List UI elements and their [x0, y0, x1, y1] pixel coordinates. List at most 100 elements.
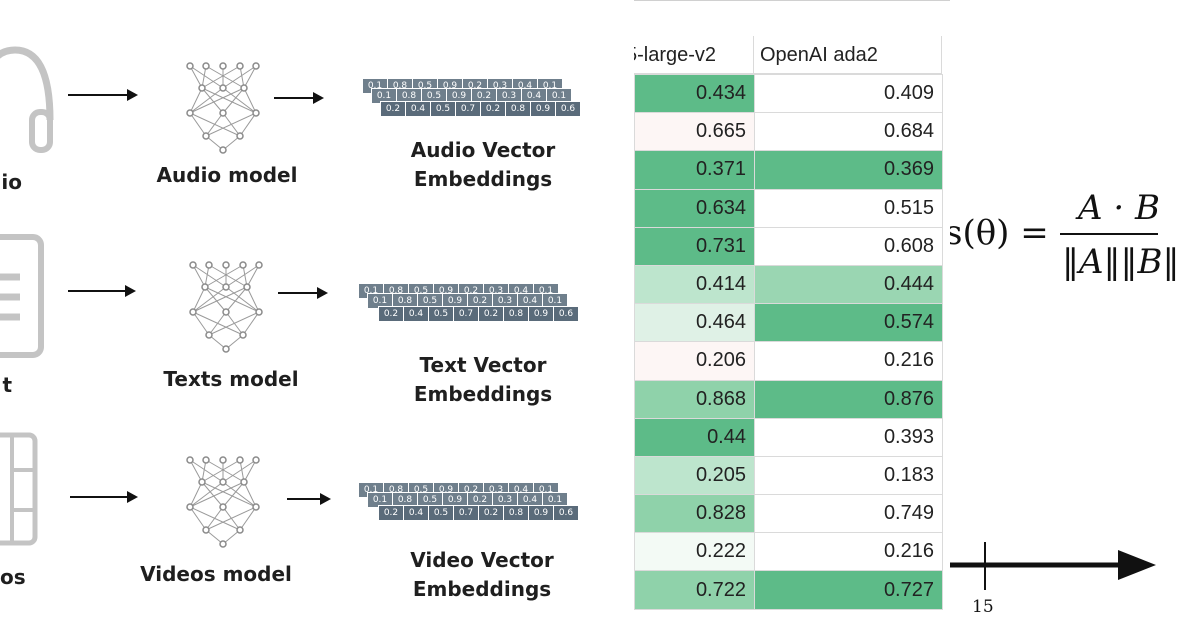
- model-label-text: Texts model: [163, 367, 299, 391]
- embedding-label-audio: Audio Vector Embeddings: [373, 136, 593, 194]
- vector-value: 0.7: [454, 307, 478, 321]
- cell-ada2-score[interactable]: 0.183: [754, 455, 943, 496]
- cell-ada2-score[interactable]: 0.574: [754, 303, 943, 343]
- arrow-icon: [274, 92, 324, 104]
- cell-ada2-score[interactable]: 0.409: [754, 73, 943, 114]
- table-row: 0.464 0.574: [634, 303, 943, 343]
- vector-value: 0.7: [454, 506, 478, 520]
- neural-network-icon: [186, 62, 260, 154]
- vector-value: 0.1: [372, 89, 396, 103]
- vector-value: 0.8: [504, 307, 528, 321]
- vector-value: 0.9: [529, 307, 553, 321]
- source-label-audio: io: [1, 170, 22, 194]
- cell-e5-score[interactable]: 0.665: [634, 112, 755, 152]
- cell-ada2-score[interactable]: 0.684: [754, 112, 943, 152]
- vector-value: 0.1: [547, 89, 571, 103]
- vector-value: 0.3: [493, 294, 517, 308]
- arrow-icon: [68, 285, 136, 297]
- table-row: 0.414 0.444: [634, 264, 943, 305]
- similarity-table: 5-large-v2 OpenAI ada2 0.434 0.409 0.665 0.…: [634, 0, 950, 630]
- cell-ada2-score[interactable]: 0.727: [754, 570, 943, 610]
- vector-embedding-middle: 0.1 0.8 0.5 0.9 0.2 0.3 0.4 0.1: [371, 88, 572, 104]
- vector-value: 0.2: [379, 307, 403, 321]
- column-header-ada2[interactable]: OpenAI ada2: [754, 36, 942, 74]
- video-icon: [0, 432, 38, 546]
- vector-value: 0.5: [429, 307, 453, 321]
- cell-e5-score[interactable]: 0.414: [634, 264, 755, 305]
- cell-ada2-score[interactable]: 0.369: [754, 150, 943, 190]
- embedding-subtitle: Embeddings: [413, 382, 553, 406]
- vector-value: 0.9: [443, 294, 467, 308]
- axis-tick-label: 15: [972, 597, 994, 617]
- vector-value: 0.5: [418, 493, 442, 507]
- table-row: 0.206 0.216: [634, 341, 943, 381]
- cell-e5-score[interactable]: 0.634: [634, 188, 755, 228]
- vector-embedding-front: 0.2 0.4 0.5 0.7 0.2 0.8 0.9 0.6: [378, 306, 579, 322]
- vector-value: 0.1: [368, 493, 392, 507]
- cell-ada2-score[interactable]: 0.749: [754, 494, 943, 534]
- embedding-label-text: Text Vector Embeddings: [373, 351, 593, 409]
- vector-value: 0.4: [518, 294, 542, 308]
- table-row: 0.434 0.409: [634, 73, 943, 114]
- arrow-icon: [70, 491, 138, 503]
- cell-e5-score[interactable]: 0.731: [634, 226, 755, 266]
- table-row: 0.205 0.183: [634, 455, 943, 496]
- embedding-title: Audio Vector: [410, 138, 556, 162]
- cell-ada2-score[interactable]: 0.515: [754, 188, 943, 228]
- vector-value: 0.8: [397, 89, 421, 103]
- vector-value: 0.5: [431, 102, 455, 116]
- cell-ada2-score[interactable]: 0.444: [754, 264, 943, 305]
- vector-value: 0.2: [468, 493, 492, 507]
- table-row: 0.371 0.369: [634, 150, 943, 190]
- axis-arrow-icon: [950, 542, 1156, 590]
- vector-value: 0.8: [393, 493, 417, 507]
- sheet-top-border: [634, 0, 950, 1]
- neural-network-icon: [189, 261, 263, 353]
- vector-value: 0.2: [479, 506, 503, 520]
- table-row: 0.828 0.749: [634, 494, 943, 534]
- column-header-e5[interactable]: 5-large-v2: [634, 36, 754, 74]
- vector-value: 0.9: [529, 506, 553, 520]
- vector-value: 0.1: [368, 294, 392, 308]
- similarity-grid: 0.434 0.409 0.665 0.684 0.371 0.369 0.634 0.515…: [634, 73, 943, 610]
- arrow-icon: [287, 493, 331, 505]
- cell-e5-score[interactable]: 0.205: [634, 455, 755, 496]
- table-row: 0.634 0.515: [634, 188, 943, 228]
- cosine-formula: s(θ) = A · B ‖A‖‖B‖ 15: [950, 0, 1200, 630]
- cell-ada2-score[interactable]: 0.216: [754, 341, 943, 381]
- arrow-icon: [68, 89, 138, 101]
- cell-e5-score[interactable]: 0.722: [634, 570, 755, 610]
- vector-embedding-front: 0.2 0.4 0.5 0.7 0.2 0.8 0.9 0.6: [380, 101, 581, 117]
- vector-embedding-front: 0.2 0.4 0.5 0.7 0.2 0.8 0.9 0.6: [378, 505, 579, 521]
- cell-e5-score[interactable]: 0.44: [634, 417, 755, 457]
- cell-e5-score[interactable]: 0.206: [634, 341, 755, 381]
- embedding-subtitle: Embeddings: [413, 167, 553, 191]
- table-row: 0.722 0.727: [634, 570, 943, 610]
- vector-value: 0.5: [422, 89, 446, 103]
- source-label-videos: os: [0, 565, 26, 589]
- cell-e5-score[interactable]: 0.222: [634, 532, 755, 572]
- vector-embedding-middle: 0.1 0.8 0.5 0.9 0.2 0.3 0.4 0.1: [367, 492, 568, 508]
- vector-value: 0.3: [493, 493, 517, 507]
- table-row: 0.731 0.608: [634, 226, 943, 266]
- table-row: 0.44 0.393: [634, 417, 943, 457]
- vector-value: 0.4: [404, 506, 428, 520]
- vector-value: 0.9: [443, 493, 467, 507]
- cell-e5-score[interactable]: 0.464: [634, 303, 755, 343]
- cell-ada2-score[interactable]: 0.608: [754, 226, 943, 266]
- vector-value: 0.4: [522, 89, 546, 103]
- vector-value: 0.7: [456, 102, 480, 116]
- cell-e5-score[interactable]: 0.371: [634, 150, 755, 190]
- vector-value: 0.6: [554, 307, 578, 321]
- vector-value: 0.2: [479, 307, 503, 321]
- vector-value: 0.3: [497, 89, 521, 103]
- vector-value: 0.8: [506, 102, 530, 116]
- cell-e5-score[interactable]: 0.868: [634, 379, 755, 419]
- fraction-bar: [1060, 233, 1158, 235]
- cell-e5-score[interactable]: 0.434: [634, 73, 755, 114]
- cell-ada2-score[interactable]: 0.216: [754, 532, 943, 572]
- cell-ada2-score[interactable]: 0.393: [754, 417, 943, 457]
- cell-ada2-score[interactable]: 0.876: [754, 379, 943, 419]
- table-row: 0.665 0.684: [634, 112, 943, 152]
- cell-e5-score[interactable]: 0.828: [634, 494, 755, 534]
